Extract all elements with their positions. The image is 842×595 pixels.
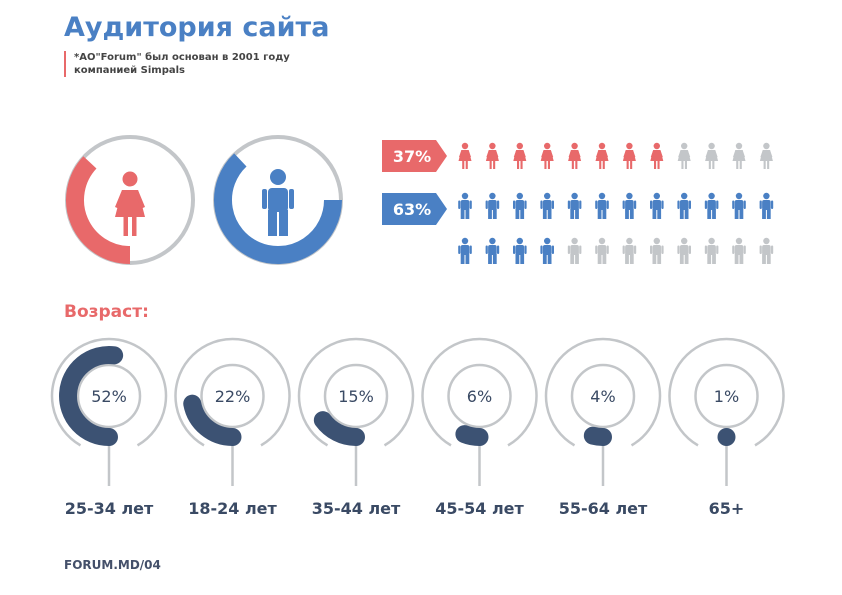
- age-inner-ring: [323, 363, 389, 429]
- woman-icon: [732, 142, 746, 169]
- age-percent-label: 1%: [714, 387, 739, 406]
- man-icon: [622, 192, 637, 219]
- footer-source: FORUM.MD/04: [64, 558, 161, 572]
- man-icon: [704, 192, 719, 219]
- age-arc: [583, 426, 612, 446]
- woman-icon: [622, 142, 636, 169]
- age-inner-ring: [447, 363, 512, 429]
- female-percent-tag-label: 37%: [393, 147, 431, 166]
- age-arc: [455, 425, 489, 446]
- woman-icon: [458, 142, 472, 169]
- woman-icon: [513, 142, 527, 169]
- age-category-label: 18-24 лет: [188, 499, 277, 518]
- man-icon: [677, 192, 691, 219]
- age-category-label: 65+: [709, 499, 745, 518]
- man-icon: [513, 237, 527, 264]
- age-percent-label: 4%: [590, 387, 615, 406]
- age-inner-ring: [200, 363, 265, 429]
- subtitle-line-1: *АО"Forum" был основан в 2001 году: [74, 52, 290, 63]
- man-icon: [567, 237, 582, 264]
- age-heading: Возраст:: [64, 302, 149, 322]
- age-category-label: 25-34 лет: [65, 499, 154, 518]
- subtitle-line-2: компанией Simpals: [74, 65, 186, 76]
- man-icon: [732, 192, 746, 219]
- man-icon: [759, 237, 774, 264]
- woman-icon: [595, 142, 609, 169]
- woman-icon: [485, 142, 499, 169]
- woman-icon: [568, 142, 582, 169]
- age-outer-ring: [544, 337, 662, 447]
- age-category-label: 55-64 лет: [559, 499, 648, 518]
- age-inner-ring: [76, 363, 142, 429]
- woman-icon: [759, 142, 773, 169]
- man-icon: [677, 237, 691, 264]
- age-percent-label: 22%: [215, 387, 251, 406]
- age-inner-ring: [570, 363, 636, 429]
- woman-icon: [115, 171, 145, 236]
- page-title: Аудитория сайта: [64, 12, 330, 43]
- age-arc: [59, 346, 124, 446]
- male-percent-tag-arrow: [382, 193, 447, 225]
- female-percent-tag-arrow: [382, 140, 447, 172]
- man-icon: [650, 237, 664, 264]
- age-outer-ring: [668, 337, 785, 447]
- man-icon: [567, 192, 582, 219]
- age-percent-label: 15%: [338, 387, 374, 406]
- age-outer-ring: [421, 337, 538, 447]
- man-icon: [595, 237, 609, 264]
- man-icon: [485, 237, 500, 264]
- man-icon: [513, 192, 527, 219]
- man-icon: [650, 192, 664, 219]
- age-percent-label: 6%: [467, 387, 492, 406]
- man-icon: [485, 192, 500, 219]
- man-icon: [540, 237, 554, 264]
- age-outer-ring: [174, 337, 291, 447]
- woman-icon: [650, 142, 664, 169]
- age-outer-ring: [50, 337, 168, 447]
- man-icon: [759, 192, 774, 219]
- man-icon: [458, 192, 472, 219]
- age-outer-ring: [297, 337, 415, 447]
- man-icon: [704, 237, 719, 264]
- age-arc: [183, 394, 242, 446]
- subtitle: *АО"Forum" был основан в 2001 году компа…: [64, 51, 290, 77]
- man-icon: [540, 192, 554, 219]
- man-icon: [595, 192, 609, 219]
- age-inner-ring: [694, 363, 759, 429]
- age-percent-label: 52%: [91, 387, 127, 406]
- woman-icon: [677, 142, 691, 169]
- male-donut-arc: [214, 153, 342, 264]
- male-percent-tag-label: 63%: [393, 200, 431, 219]
- woman-icon: [705, 142, 719, 169]
- man-icon: [732, 237, 746, 264]
- female-donut-arc: [66, 156, 131, 264]
- man-icon: [458, 237, 472, 264]
- man-icon: [262, 169, 294, 236]
- man-icon: [622, 237, 637, 264]
- age-category-label: 45-54 лет: [435, 499, 524, 518]
- age-category-label: 35-44 лет: [312, 499, 401, 518]
- age-arc: [717, 428, 736, 446]
- age-arc: [313, 411, 365, 446]
- woman-icon: [540, 142, 554, 169]
